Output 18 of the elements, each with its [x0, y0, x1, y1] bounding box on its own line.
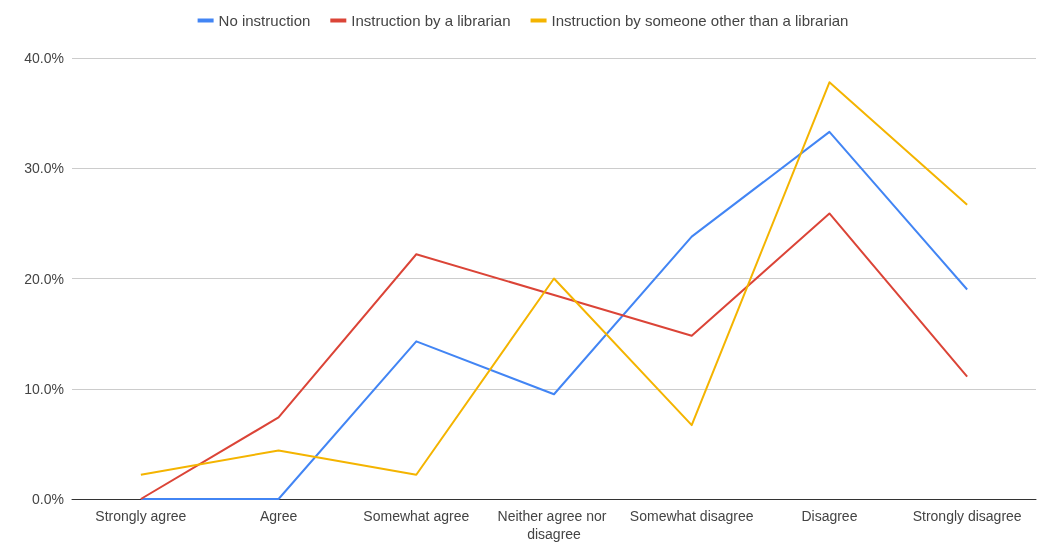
x-tick-label: Strongly agree [95, 508, 187, 524]
x-tick-label: Strongly disagree [912, 508, 1022, 524]
y-tick-label: 10.0% [24, 380, 64, 397]
line-series [139, 130, 969, 500]
line-series [139, 81, 969, 476]
y-tick-label: 40.0% [24, 50, 64, 66]
y-tick-label: 30.0% [24, 160, 64, 177]
x-tick-label: Disagree [801, 508, 858, 524]
y-tick-label: 0.0% [32, 491, 64, 507]
x-tick-label: Neither agree nor disagree [497, 508, 611, 542]
legend-label: Instruction by someone other than a librarian [551, 12, 849, 29]
legend-label: Instruction by a librarian [351, 12, 511, 29]
x-tick-label: Somewhat agree [363, 508, 470, 524]
y-tick-label: 20.0% [24, 270, 64, 287]
legend-label: No instruction [218, 12, 311, 29]
x-tick-label: Agree [259, 508, 298, 524]
line-series [139, 212, 969, 500]
x-tick-label: Somewhat disagree [629, 508, 754, 524]
